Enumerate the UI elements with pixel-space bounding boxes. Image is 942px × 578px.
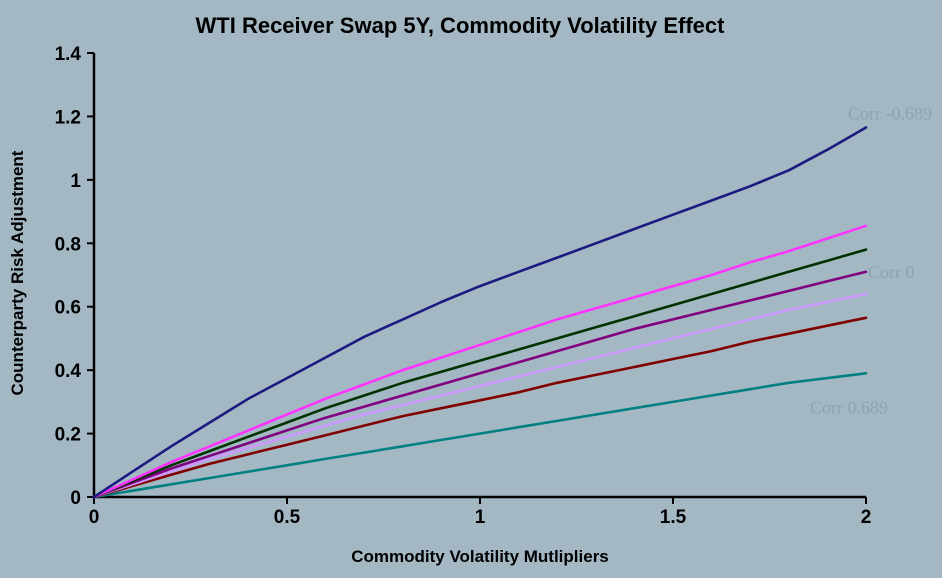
series-line-series-3 [92,248,868,499]
y-tick-label: 0.2 [55,425,81,446]
series-line-corr-0-689 [92,371,868,499]
y-axis-title: Counterparty Risk Adjustment [8,150,27,395]
x-axis-title: Commodity Volatility Mutlipliers [351,547,609,566]
y-tick-label: 1 [70,171,81,192]
annotation-corr-0-689: Corr 0.689 [810,397,888,417]
series-line-corr-0-689 [92,126,868,499]
y-tick-label: 0 [70,488,81,509]
x-tick-label: 0.5 [274,507,301,528]
annotation-corr-0-689: Corr -0.689 [848,104,932,124]
tick-labels: 0 0.2 0.4 0.6 0.8 1 1.2 1.4 0 0.5 1 1.5 2 [55,44,872,528]
y-tick-label: 1.2 [55,107,81,128]
y-tick-label: 0.6 [55,298,81,319]
annotation-group: Corr -0.689 Corr 0 Corr 0.689 [810,104,932,418]
x-tick-label: 0 [89,507,100,528]
annotation-corr-0: Corr 0 [868,262,915,282]
series-line-series-2 [92,224,868,499]
x-tick-label: 1 [475,507,486,528]
series-group [92,126,868,499]
y-tick-label: 1.4 [55,44,82,65]
series-line-series-6 [92,316,868,499]
axes [92,53,866,499]
series-line-series-5 [92,292,868,499]
series-line-corr-0 [92,270,868,499]
chart-title: WTI Receiver Swap 5Y, Commodity Volatili… [196,13,726,38]
x-tick-label: 1.5 [660,507,687,528]
y-tick-label: 0.4 [55,361,82,382]
y-tick-label: 0.8 [55,234,81,255]
x-tick-label: 2 [861,507,872,528]
